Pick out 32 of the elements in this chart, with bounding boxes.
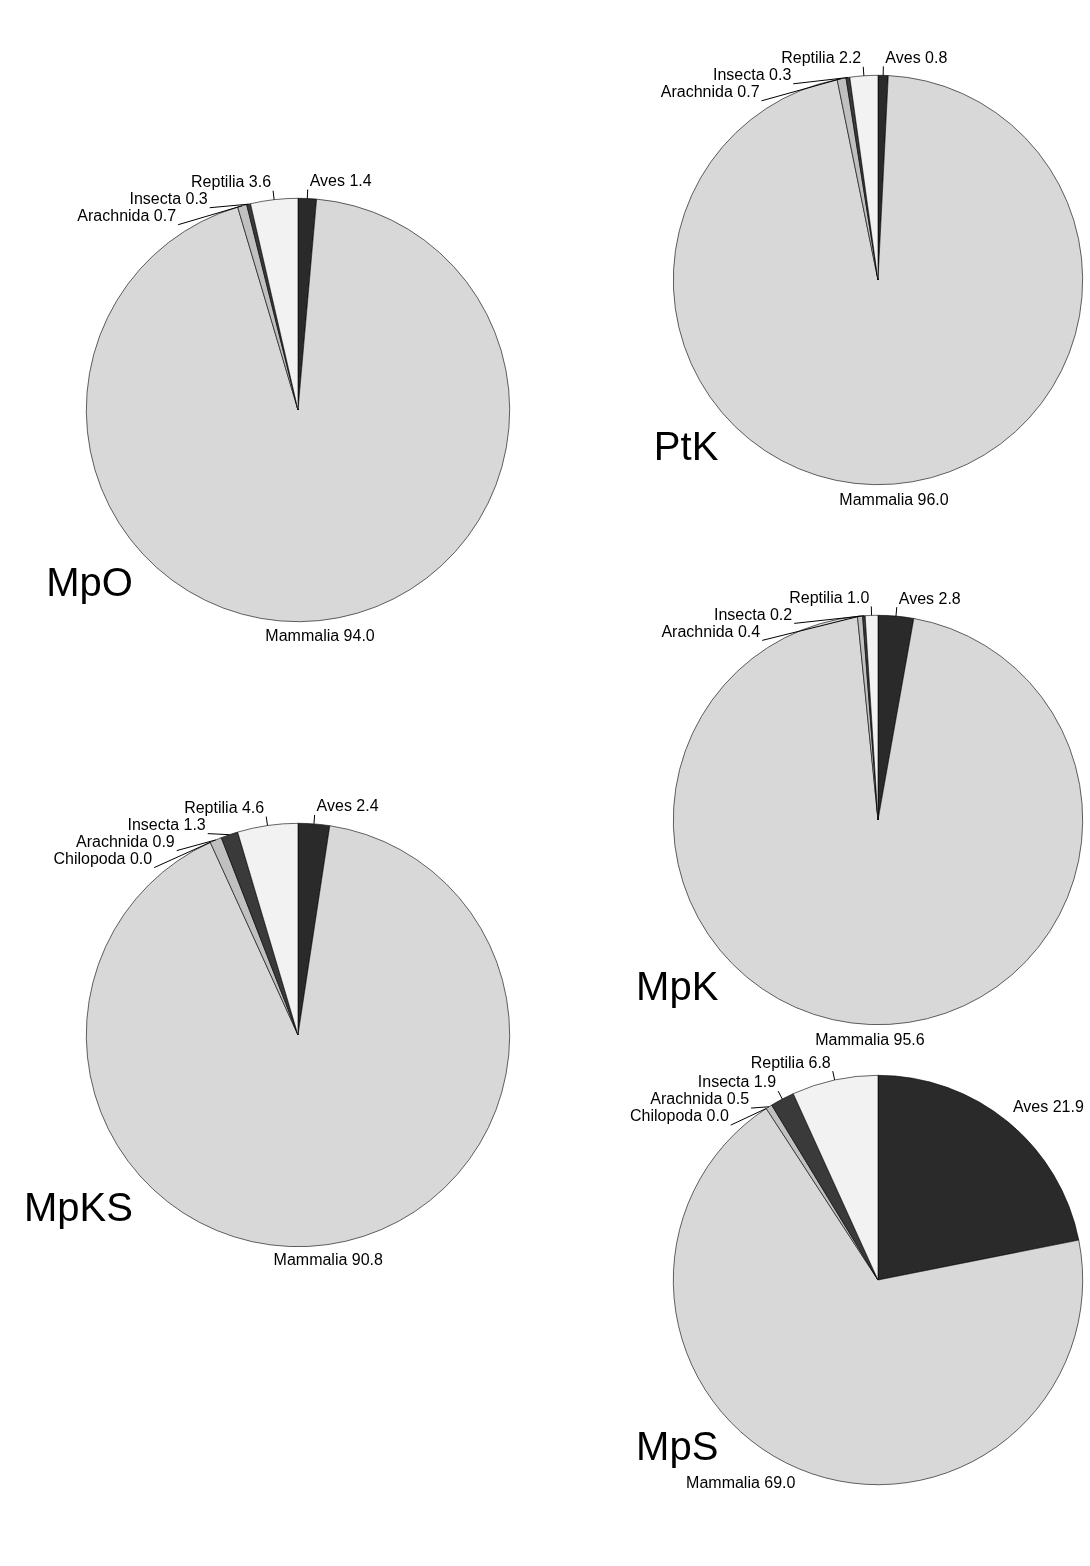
slice-label: Reptilia 2.2 <box>781 49 862 67</box>
slice-label: Insecta 1.3 <box>127 816 206 834</box>
slice-label: Arachnida 0.5 <box>650 1090 750 1108</box>
slice-label: Mammalia 90.8 <box>273 1251 384 1269</box>
text: MpKS <box>23 1185 133 1230</box>
slice-label: Reptilia 3.6 <box>191 173 272 191</box>
slice-label: Arachnida 0.7 <box>660 83 760 101</box>
text: MpO <box>46 560 133 605</box>
slice-label: Insecta 0.2 <box>713 605 793 623</box>
slice-label: Aves 1.4 <box>309 171 372 189</box>
slice-label: Aves 2.4 <box>316 797 379 815</box>
slice-label: Mammalia 94.0 <box>265 627 375 644</box>
slice-label: Insecta 0.3 <box>713 66 792 84</box>
text: MpS <box>636 1424 719 1469</box>
slice-label: Arachnida 0.7 <box>77 207 177 225</box>
slice-label: Mammalia 96.0 <box>839 490 949 508</box>
slice-label: Aves 2.8 <box>898 589 961 607</box>
slice-label: Reptilia 6.8 <box>750 1053 831 1071</box>
slice-label: Reptilia 4.6 <box>184 799 265 817</box>
slice-label: Reptilia 1.0 <box>789 588 870 606</box>
slice-label: Arachnida 0.9 <box>76 833 175 851</box>
slice-label: Insecta 1.9 <box>697 1073 777 1091</box>
legend-label: Chilopoda 0.0 <box>53 850 153 868</box>
legend-label: Chilopoda 0.0 <box>630 1107 729 1125</box>
slice-label: Mammalia 69.0 <box>686 1474 796 1492</box>
slice-label: Insecta 0.3 <box>129 190 208 208</box>
slice-label: Arachnida 0.4 <box>661 622 761 640</box>
slice-label: Aves 0.8 <box>885 48 948 66</box>
slice-label: Aves 21.9 <box>1012 1098 1084 1115</box>
text: MpK <box>636 964 719 1009</box>
slice-label: Mammalia 95.6 <box>815 1030 925 1048</box>
text: PtK <box>653 424 719 469</box>
